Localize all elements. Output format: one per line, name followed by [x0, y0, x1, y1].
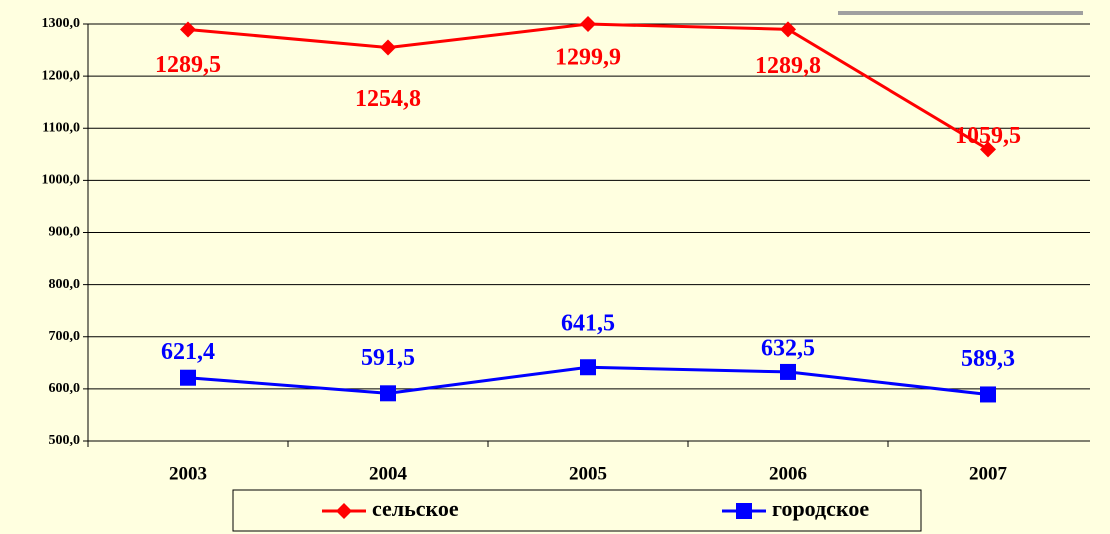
data-label: 589,3 — [961, 346, 1015, 372]
point — [780, 21, 796, 38]
point — [180, 369, 196, 386]
point — [580, 359, 596, 376]
x-tick-label: 2005 — [569, 463, 607, 484]
data-label: 632,5 — [761, 335, 815, 361]
y-tick-label: 700,0 — [49, 329, 81, 344]
data-label: 591,5 — [361, 345, 415, 371]
x-tick-label: 2004 — [369, 463, 408, 484]
legend-marker — [736, 503, 752, 519]
y-tick-label: 1100,0 — [42, 120, 80, 135]
data-label: 1289,5 — [155, 52, 221, 78]
y-tick-label: 800,0 — [49, 277, 81, 292]
data-label: 1299,9 — [555, 45, 621, 71]
y-tick-label: 1200,0 — [42, 68, 81, 83]
point — [780, 363, 796, 380]
legend-label: сельское — [372, 496, 459, 521]
data-label: 621,4 — [161, 339, 215, 365]
point — [380, 385, 396, 402]
data-label: 1289,8 — [755, 53, 821, 79]
legend-marker — [336, 503, 352, 519]
point — [380, 39, 396, 56]
data-label: 641,5 — [561, 311, 615, 337]
point — [580, 16, 596, 33]
point — [980, 386, 996, 403]
legend-label: городское — [772, 496, 869, 521]
y-tick-label: 900,0 — [49, 225, 81, 240]
point — [980, 141, 996, 158]
x-tick-label: 2007 — [969, 463, 1008, 484]
data-label: 1254,8 — [355, 86, 421, 112]
data-label: 1059,5 — [955, 123, 1021, 149]
x-tick-label: 2006 — [769, 463, 807, 484]
y-tick-label: 1000,0 — [42, 173, 81, 188]
y-tick-label: 1300,0 — [42, 16, 81, 31]
point — [180, 21, 196, 38]
y-tick-label: 500,0 — [49, 433, 81, 448]
x-tick-label: 2003 — [169, 463, 207, 484]
y-tick-label: 600,0 — [49, 381, 81, 396]
